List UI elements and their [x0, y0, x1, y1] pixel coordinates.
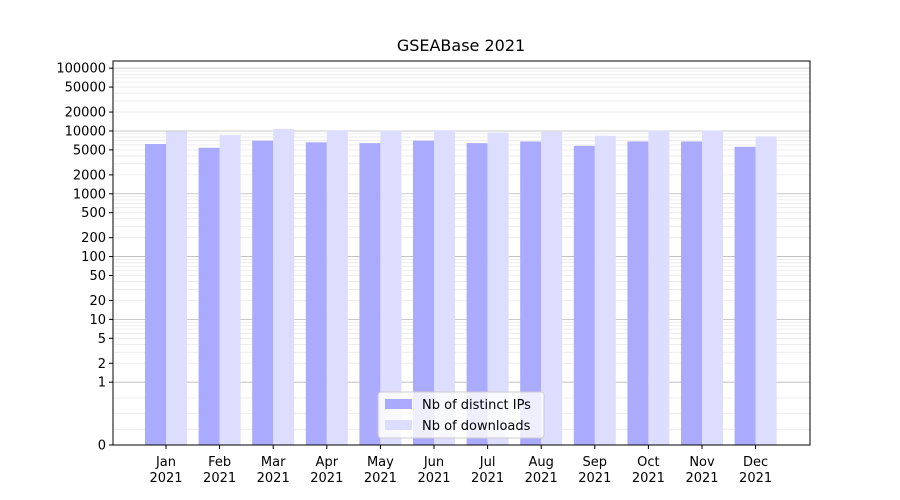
bar-downloads	[594, 135, 616, 445]
x-tick-label: Feb	[208, 455, 231, 470]
y-tick-label: 5	[98, 332, 106, 347]
y-tick-label: 0	[98, 439, 106, 454]
x-tick-label: 2021	[471, 471, 504, 486]
plot-frame	[112, 60, 811, 446]
y-tick-label: 1000	[73, 187, 106, 202]
bar-downloads	[648, 130, 670, 445]
chart-title: GSEABase 2021	[397, 36, 525, 55]
legend-label: Nb of downloads	[422, 419, 531, 434]
y-tick-label: 5000	[73, 143, 106, 158]
legend-label: Nb of distinct IPs	[422, 398, 531, 413]
y-tick-label: 50	[89, 269, 106, 284]
x-tick-label: Oct	[637, 455, 659, 470]
bar-ips	[252, 140, 274, 445]
x-tick-label: May	[367, 455, 394, 470]
bar-downloads	[380, 130, 402, 445]
x-tick-label: 2021	[632, 471, 665, 486]
bar-ips	[627, 141, 649, 445]
x-tick-label: 2021	[257, 471, 290, 486]
bar-downloads	[541, 131, 563, 445]
y-tick-label: 2	[98, 357, 106, 372]
bar-ips	[413, 140, 434, 445]
x-tick-label: Aug	[529, 455, 554, 470]
y-tick-label: 50000	[65, 81, 106, 96]
x-tick-label: Mar	[261, 455, 286, 470]
legend-swatch	[385, 420, 412, 430]
x-tick-label: Jan	[155, 455, 176, 470]
y-tick-label: 2000	[73, 168, 106, 183]
x-tick-label: 2021	[417, 471, 450, 486]
bar-ips	[573, 145, 595, 446]
bar-downloads	[273, 128, 295, 445]
y-tick-label: 100	[81, 250, 106, 265]
x-tick-label: Sep	[583, 455, 608, 470]
x-tick-label: Jul	[479, 455, 496, 470]
y-tick-label: 10000	[65, 124, 106, 139]
x-tick-label: Apr	[316, 455, 339, 470]
bar-downloads	[326, 130, 348, 445]
x-tick-label: Dec	[743, 455, 768, 470]
x-axis: Jan2021Feb2021Mar2021Apr2021May2021Jun20…	[149, 445, 772, 486]
bar-ips	[198, 147, 220, 445]
bar-ips	[359, 143, 381, 445]
x-tick-label: 2021	[203, 471, 236, 486]
bar-ips	[520, 141, 542, 445]
bar-ips	[145, 144, 166, 445]
y-tick-label: 20	[89, 294, 106, 309]
bar-ips	[681, 141, 702, 445]
y-tick-label: 1	[98, 376, 106, 391]
legend-box	[377, 391, 545, 439]
y-tick-label: 20000	[65, 106, 106, 121]
y-tick-label: 200	[81, 231, 106, 246]
x-tick-label: Nov	[689, 455, 715, 470]
x-tick-label: 2021	[364, 471, 397, 486]
y-tick-label: 10	[89, 313, 106, 328]
bar-downloads	[219, 135, 241, 445]
bars	[145, 128, 777, 446]
x-tick-label: 2021	[578, 471, 611, 486]
bar-downloads	[702, 130, 723, 445]
bar-ips	[466, 143, 488, 445]
bar-downloads	[755, 136, 777, 446]
bar-downloads	[487, 132, 509, 445]
x-tick-label: 2021	[149, 471, 182, 486]
bar-downloads	[166, 131, 187, 446]
legend: Nb of distinct IPs Nb of downloads	[377, 391, 545, 439]
x-tick-label: 2021	[739, 471, 772, 486]
x-tick-label: Jun	[423, 455, 444, 470]
y-tick-label: 100000	[56, 62, 106, 77]
x-tick-label: 2021	[310, 471, 343, 486]
bar-ips	[305, 142, 327, 445]
y-tick-label: 500	[81, 206, 106, 221]
legend-swatch	[385, 399, 412, 409]
bar-ips	[734, 146, 756, 445]
x-tick-label: 2021	[525, 471, 558, 486]
bar-downloads	[434, 130, 455, 445]
y-axis: 0 1 2 5 10 20 50 100 200 500 1000 2000 5000 10000 2000…	[56, 62, 113, 454]
x-tick-label: 2021	[685, 471, 718, 486]
